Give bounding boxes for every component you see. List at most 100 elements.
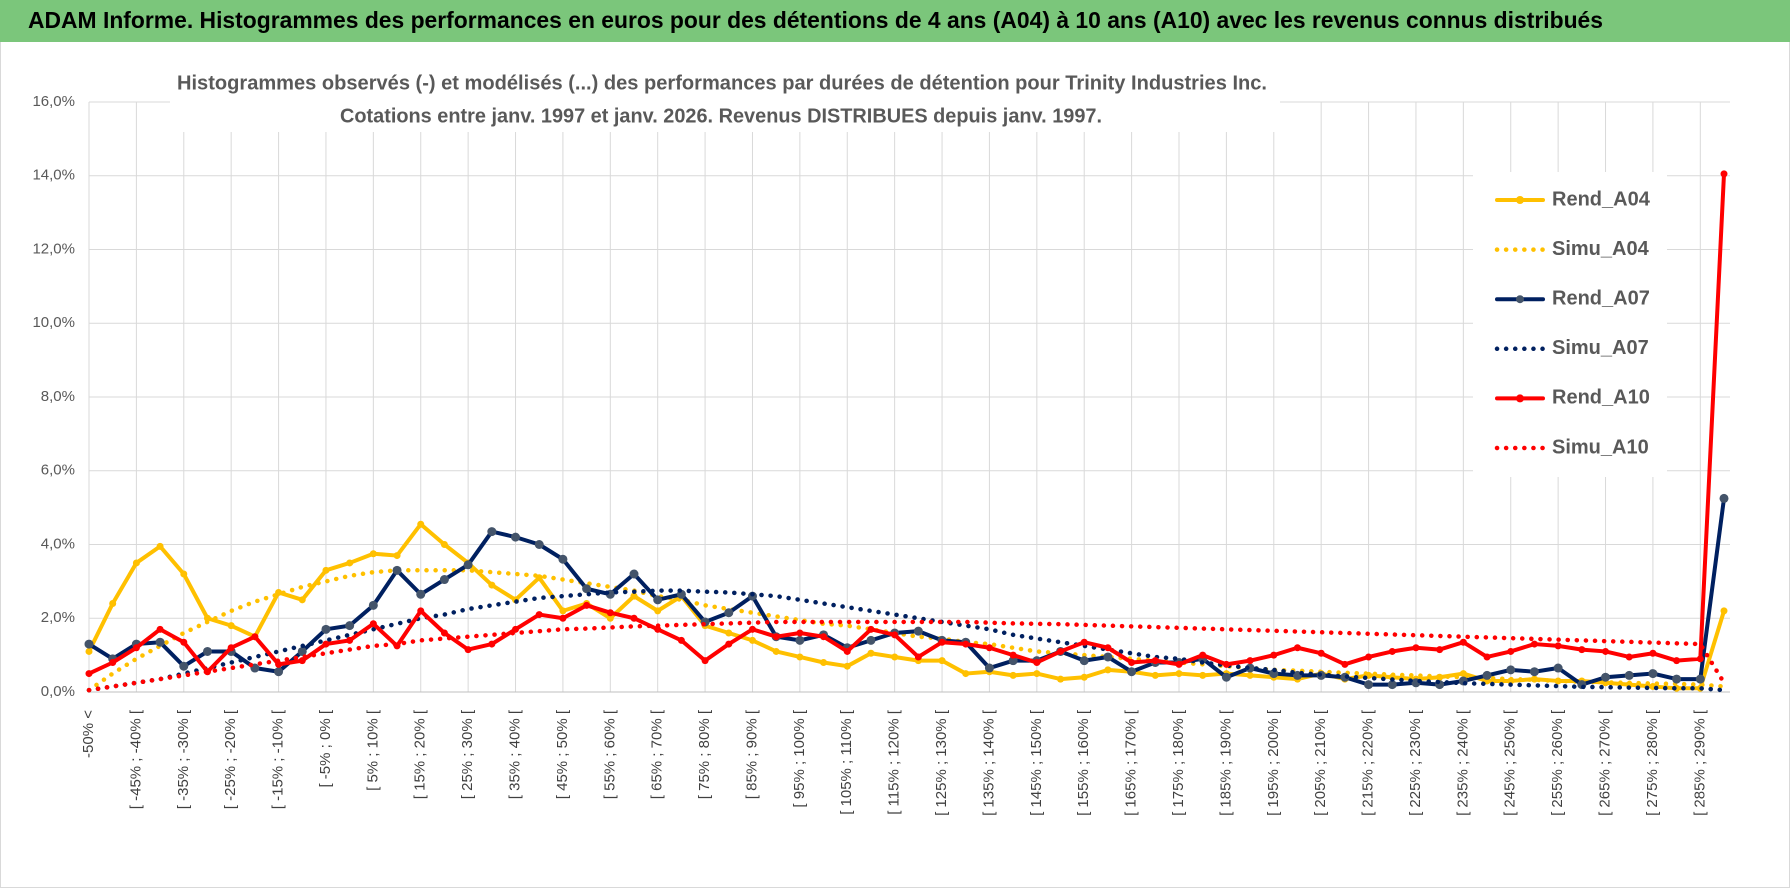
data-point [487,527,497,537]
data-point [1482,670,1492,680]
data-point [1199,671,1207,679]
data-point [463,560,473,570]
data-point [867,625,875,633]
chart: 0,0% 2,0% 4,0% 6,0% 8,0% 10,0% 12,0% 14,0% 16,0%… [32,68,1730,816]
legend-marker [1516,295,1524,304]
data-point [298,657,306,665]
data-point [1293,644,1301,652]
data-point [1033,659,1041,666]
data-point [1625,653,1633,661]
x-tick-label: [ 45% ; 50% [ [554,709,571,799]
y-tick-label: 2,0% [41,609,75,626]
data-point [1388,647,1396,655]
data-point [1506,665,1516,675]
x-tick-label: [ 135% ; 140% [ [980,709,997,816]
data-point [748,636,756,644]
data-point [535,611,543,619]
observed-line [87,522,1726,691]
y-tick-label: 14,0% [32,167,75,184]
data-point [630,592,638,600]
data-point [606,609,614,617]
data-point [558,554,568,564]
data-point [1648,669,1658,679]
x-tick-label: [ 65% ; 70% [ [649,709,666,799]
x-tick-label: [ 125% ; 130% [ [933,709,950,816]
data-point [583,601,591,609]
model-line [86,619,1727,693]
x-tick-label: [ -5% ; 0% [ [317,709,334,787]
model-line [86,588,1727,693]
title-background [170,68,1280,132]
data-point [630,614,638,622]
data-point [701,657,709,665]
data-point [534,540,544,549]
data-point [1578,646,1586,654]
data-point [274,667,284,677]
data-point [1057,647,1065,655]
observed-line [87,171,1726,676]
y-tick-label: 16,0% [32,93,75,110]
data-point [512,625,520,633]
y-tick-label: 8,0% [41,388,75,405]
data-point [725,640,733,648]
data-point [179,661,189,671]
data-point [109,600,117,607]
data-point [938,638,946,646]
data-point [203,614,211,622]
data-point [1151,671,1159,679]
x-tick-label: [ 15% ; 20% [ [412,709,429,799]
data-point [1103,652,1113,662]
x-tick-label: [ 205% ; 210% [ [1312,709,1329,816]
data-point [1601,672,1611,682]
data-point [559,607,567,615]
x-tick-label: [ 155% ; 160% [ [1075,709,1092,816]
data-point [843,647,851,655]
x-tick-label: [ 245% ; 250% [ [1502,709,1519,816]
x-tick-label: [ 105% ; 110% [ [838,709,855,815]
data-point [1341,660,1349,668]
data-point [85,647,93,655]
data-point [1719,493,1729,503]
data-point [629,569,639,579]
data-point [1104,666,1112,674]
data-point [227,644,235,652]
data-point [1222,660,1230,668]
data-point [1696,655,1704,663]
header-title: ADAM Informe. Histogrammes des performan… [28,7,1603,33]
x-tick-label: [ -45% ; -40% [ [127,709,144,809]
data-point [1009,651,1017,659]
data-point [1483,653,1491,661]
data-point [440,541,448,548]
data-point [85,670,93,678]
x-tick-label: [ 25% ; 30% [ [459,709,476,799]
x-tick-label: [ 195% ; 200% [ [1265,709,1282,816]
data-point [464,646,472,654]
data-point [1104,644,1112,652]
data-point [843,662,851,670]
data-point [891,653,899,661]
data-point [345,621,355,631]
legend-label: Rend_A04 [1552,188,1651,210]
data-point [913,626,923,636]
x-tick-label: [ 165% ; 170% [ [1123,709,1140,816]
chart-title: Histogrammes observés (-) et modélisés (… [177,72,1267,94]
data-point [297,646,307,656]
data-point [322,566,330,574]
data-point [1127,667,1137,677]
data-point [1175,670,1183,678]
data-point [866,635,876,645]
data-point [156,542,164,550]
legend-label: Rend_A07 [1552,287,1650,309]
data-point [984,663,994,673]
data-point [1530,675,1538,683]
data-point [1649,649,1657,657]
data-point [227,622,235,630]
data-point [653,595,663,605]
data-point [1412,644,1420,652]
data-point [914,653,922,661]
data-point [1317,649,1325,657]
data-point [1221,672,1231,682]
data-point [796,653,804,661]
x-tick-label: [ 215% ; 220% [ [1360,709,1377,816]
